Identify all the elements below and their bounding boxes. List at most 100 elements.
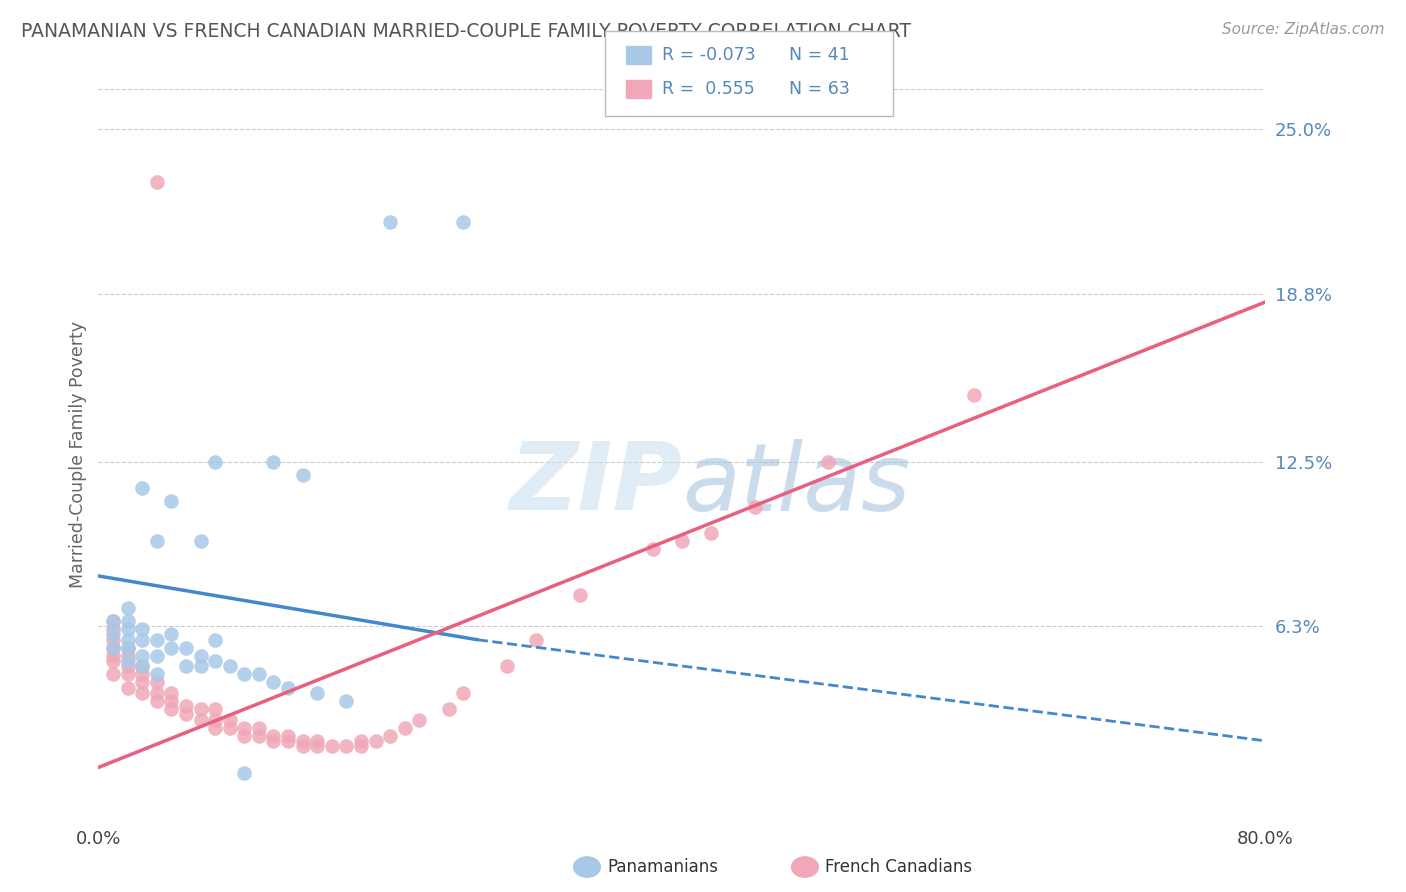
Point	[408, 713, 430, 727]
Point	[146, 534, 169, 549]
Point	[160, 686, 183, 700]
Point	[146, 667, 169, 681]
Point	[131, 659, 153, 673]
Circle shape	[574, 857, 600, 877]
Point	[394, 721, 416, 735]
Point	[451, 215, 474, 229]
Point	[335, 739, 357, 754]
Point	[117, 600, 139, 615]
Point	[321, 739, 343, 754]
Point	[160, 627, 183, 641]
Point	[262, 734, 284, 748]
Point	[233, 667, 256, 681]
Point	[101, 627, 124, 641]
Point	[262, 675, 284, 690]
Point	[350, 734, 373, 748]
Point	[101, 614, 124, 628]
Point	[262, 729, 284, 743]
Point	[277, 681, 299, 695]
Point	[451, 686, 474, 700]
Text: PANAMANIAN VS FRENCH CANADIAN MARRIED-COUPLE FAMILY POVERTY CORRELATION CHART: PANAMANIAN VS FRENCH CANADIAN MARRIED-CO…	[21, 22, 911, 41]
Point	[160, 694, 183, 708]
Point	[307, 686, 329, 700]
Point	[117, 667, 139, 681]
Point	[101, 614, 124, 628]
Point	[117, 614, 139, 628]
Text: Source: ZipAtlas.com: Source: ZipAtlas.com	[1222, 22, 1385, 37]
Point	[101, 632, 124, 647]
Point	[380, 215, 402, 229]
Circle shape	[792, 857, 818, 877]
Point	[204, 632, 226, 647]
Point	[335, 694, 357, 708]
Point	[204, 702, 226, 716]
Point	[380, 729, 402, 743]
Point	[568, 588, 591, 602]
Point	[364, 734, 387, 748]
Point	[277, 734, 299, 748]
Point	[174, 640, 197, 655]
Point	[817, 454, 839, 468]
Text: ZIP: ZIP	[509, 438, 682, 530]
Point	[307, 734, 329, 748]
Point	[174, 699, 197, 714]
Point	[174, 707, 197, 722]
Y-axis label: Married-Couple Family Poverty: Married-Couple Family Poverty	[69, 321, 87, 589]
Point	[117, 640, 139, 655]
Point	[160, 640, 183, 655]
Point	[160, 494, 183, 508]
Point	[117, 640, 139, 655]
Text: R = -0.073: R = -0.073	[662, 46, 756, 64]
Point	[641, 542, 664, 557]
Point	[233, 765, 256, 780]
Point	[160, 702, 183, 716]
Point	[218, 721, 240, 735]
Point	[131, 648, 153, 663]
Point	[437, 702, 460, 716]
Point	[146, 175, 169, 189]
Point	[291, 467, 314, 482]
Point	[247, 667, 270, 681]
Point	[671, 534, 693, 549]
Text: N = 41: N = 41	[789, 46, 849, 64]
Point	[146, 686, 169, 700]
Point	[204, 713, 226, 727]
Point	[190, 659, 212, 673]
Point	[218, 659, 240, 673]
Point	[247, 721, 270, 735]
Point	[131, 659, 153, 673]
Point	[962, 388, 984, 402]
Point	[131, 632, 153, 647]
Point	[146, 675, 169, 690]
Point	[218, 713, 240, 727]
Point	[131, 667, 153, 681]
Point	[117, 648, 139, 663]
Point	[101, 667, 124, 681]
Point	[117, 632, 139, 647]
Point	[291, 739, 314, 754]
Point	[117, 654, 139, 668]
Point	[190, 648, 212, 663]
Point	[700, 526, 723, 541]
Point	[744, 500, 766, 514]
Point	[117, 622, 139, 636]
Point	[277, 729, 299, 743]
Point	[146, 632, 169, 647]
Text: atlas: atlas	[682, 439, 910, 530]
Text: French Canadians: French Canadians	[825, 858, 973, 876]
Point	[247, 729, 270, 743]
Point	[101, 640, 124, 655]
Point	[204, 454, 226, 468]
Point	[190, 713, 212, 727]
Point	[350, 739, 373, 754]
Text: R =  0.555: R = 0.555	[662, 80, 755, 98]
Point	[101, 640, 124, 655]
Point	[174, 659, 197, 673]
Point	[101, 648, 124, 663]
Point	[101, 622, 124, 636]
Point	[131, 622, 153, 636]
Point	[204, 721, 226, 735]
Point	[131, 481, 153, 495]
Point	[190, 702, 212, 716]
Point	[131, 675, 153, 690]
